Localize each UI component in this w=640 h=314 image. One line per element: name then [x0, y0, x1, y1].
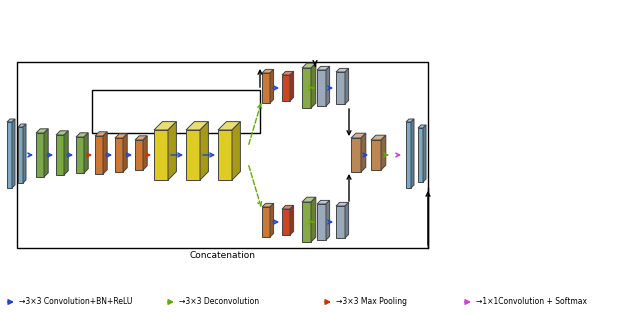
Polygon shape — [135, 140, 143, 170]
Polygon shape — [270, 69, 274, 103]
Polygon shape — [302, 197, 316, 202]
Polygon shape — [282, 209, 290, 235]
Polygon shape — [418, 128, 423, 182]
Polygon shape — [115, 134, 127, 138]
Text: →1×1Convolution + Softmax: →1×1Convolution + Softmax — [476, 297, 587, 306]
Polygon shape — [311, 63, 316, 108]
Polygon shape — [115, 138, 123, 172]
Polygon shape — [411, 119, 414, 188]
Text: Concatenation: Concatenation — [189, 251, 255, 260]
Polygon shape — [345, 68, 349, 104]
Polygon shape — [76, 133, 88, 137]
Polygon shape — [76, 137, 84, 173]
Polygon shape — [361, 133, 366, 172]
Polygon shape — [7, 122, 12, 188]
Polygon shape — [270, 203, 274, 237]
Polygon shape — [135, 136, 147, 140]
Polygon shape — [18, 127, 23, 183]
Polygon shape — [168, 122, 177, 180]
Polygon shape — [282, 75, 290, 101]
Polygon shape — [351, 133, 366, 138]
Polygon shape — [317, 200, 330, 204]
Bar — [92, 90, 260, 133]
Polygon shape — [232, 122, 241, 180]
Polygon shape — [84, 133, 88, 173]
Polygon shape — [345, 203, 349, 238]
Polygon shape — [218, 122, 241, 130]
Polygon shape — [154, 130, 168, 180]
Polygon shape — [44, 129, 48, 177]
Polygon shape — [36, 129, 48, 133]
Polygon shape — [186, 130, 200, 180]
Polygon shape — [336, 72, 345, 104]
Polygon shape — [56, 131, 68, 135]
Polygon shape — [36, 133, 44, 177]
Polygon shape — [336, 206, 345, 238]
Polygon shape — [262, 207, 270, 237]
Polygon shape — [64, 131, 68, 175]
Polygon shape — [262, 73, 270, 103]
Polygon shape — [23, 124, 26, 183]
Polygon shape — [12, 119, 15, 188]
Polygon shape — [351, 138, 361, 172]
Polygon shape — [103, 132, 108, 174]
Polygon shape — [302, 63, 316, 68]
Polygon shape — [123, 134, 127, 172]
Polygon shape — [418, 125, 426, 128]
Polygon shape — [218, 130, 232, 180]
Polygon shape — [262, 69, 274, 73]
Polygon shape — [95, 132, 108, 136]
Polygon shape — [326, 200, 330, 240]
Polygon shape — [18, 124, 26, 127]
Polygon shape — [302, 68, 311, 108]
Polygon shape — [381, 135, 386, 170]
Polygon shape — [326, 66, 330, 106]
Polygon shape — [371, 135, 386, 140]
Polygon shape — [311, 197, 316, 242]
Polygon shape — [406, 119, 414, 122]
Polygon shape — [302, 202, 311, 242]
Polygon shape — [406, 122, 411, 188]
Polygon shape — [143, 136, 147, 170]
Polygon shape — [154, 122, 177, 130]
Polygon shape — [317, 70, 326, 106]
Polygon shape — [56, 135, 64, 175]
Polygon shape — [371, 140, 381, 170]
Polygon shape — [95, 136, 103, 174]
Polygon shape — [200, 122, 209, 180]
Polygon shape — [186, 122, 209, 130]
Polygon shape — [290, 71, 294, 101]
Polygon shape — [336, 68, 349, 72]
Polygon shape — [317, 66, 330, 70]
Text: →3×3 Deconvolution: →3×3 Deconvolution — [179, 297, 259, 306]
Polygon shape — [290, 205, 294, 235]
Polygon shape — [317, 204, 326, 240]
Polygon shape — [7, 119, 15, 122]
Polygon shape — [262, 203, 274, 207]
Polygon shape — [282, 205, 294, 209]
Polygon shape — [336, 203, 349, 206]
Text: →3×3 Max Pooling: →3×3 Max Pooling — [336, 297, 407, 306]
Text: →3×3 Convolution+BN+ReLU: →3×3 Convolution+BN+ReLU — [19, 297, 132, 306]
Polygon shape — [423, 125, 426, 182]
Bar — [17, 62, 428, 248]
Polygon shape — [282, 71, 294, 75]
